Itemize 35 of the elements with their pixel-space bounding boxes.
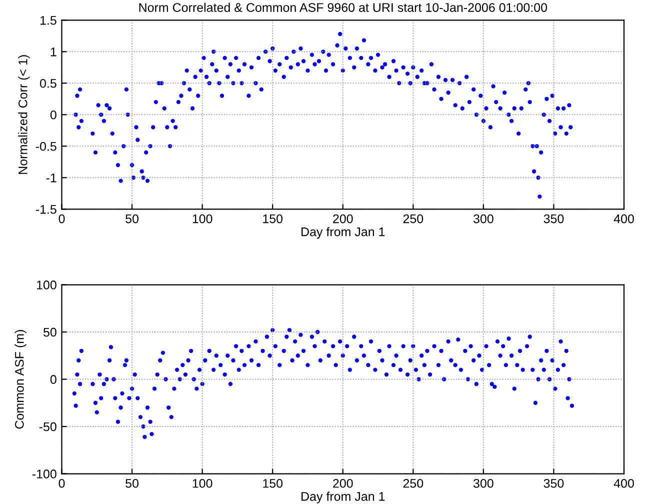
x-axis-title: Day from Jan 1 [302,492,385,504]
x-tick-label: 350 [544,478,564,488]
chart-title: Norm Correlated & Common ASF 9960 at URI start 10-Jan-2006 01:00:00 [139,2,548,12]
x-tick-label: 50 [126,214,138,224]
x-tick-label: 0 [58,214,65,224]
y-axis-title: Normalized Corr (< 1) [18,55,30,174]
y-tick-label: -1 [46,174,56,182]
x-tick-label: 150 [263,478,283,488]
y-tick-label: 1 [50,48,56,56]
y-tick-label: 0.5 [40,78,56,88]
x-tick-label: 100 [192,214,212,224]
y-tick-label: 100 [36,280,56,290]
x-tick-label: 300 [473,478,494,488]
x-tick-label: 150 [263,214,283,224]
y-tick-label: 0 [50,110,56,120]
y-tick-label: -0.5 [36,142,56,151]
y-tick-label: -1.5 [36,205,56,214]
x-tick-label: 50 [126,478,138,488]
x-axis-title: Day from Jan 1 [302,227,385,239]
y-axis-title: Common ASF (m) [14,330,26,429]
x-tick-label: 200 [333,214,353,224]
y-tick-label: -100 [32,470,56,478]
x-tick-label: 0 [58,478,65,488]
x-tick-label: 300 [473,214,494,224]
y-tick-label: 1.5 [40,16,56,25]
x-tick-label: 250 [403,478,424,488]
x-tick-label: 250 [403,214,424,224]
x-tick-label: 400 [614,478,634,488]
x-tick-label: 400 [614,214,634,224]
x-tick-label: 350 [544,214,564,224]
y-tick-label: 0 [50,375,56,384]
y-tick-label: -50 [39,422,56,432]
y-tick-label: 50 [43,328,56,337]
x-tick-label: 100 [192,478,212,488]
x-tick-label: 200 [333,478,353,488]
